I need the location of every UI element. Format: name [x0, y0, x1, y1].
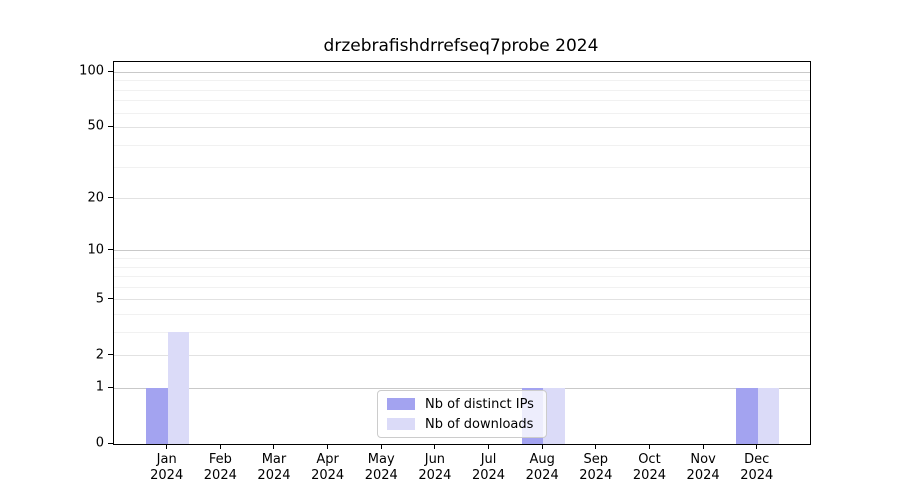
gridline	[114, 100, 810, 102]
year-label: 2024	[686, 468, 720, 483]
legend-entry-downloads: Nb of downloads	[387, 417, 537, 432]
gridline	[114, 112, 810, 114]
y-tick-label: 5	[95, 291, 104, 307]
x-tick-mark	[380, 444, 382, 449]
month-label: Mar	[261, 452, 287, 467]
y-tick-mark	[108, 197, 113, 199]
month-label: Sep	[583, 452, 609, 467]
gridline	[114, 144, 810, 146]
y-tick-label: 50	[87, 118, 104, 134]
month-label: Feb	[208, 452, 232, 467]
x-tick-mark	[541, 444, 543, 449]
year-label: 2024	[364, 468, 398, 483]
gridline	[114, 313, 810, 315]
gridline	[114, 331, 810, 333]
year-label: 2024	[203, 468, 237, 483]
month-label: Oct	[638, 452, 661, 467]
gridline	[114, 266, 810, 268]
y-tick-label: 0	[95, 435, 104, 451]
bar-nb-of-downloads	[543, 388, 565, 444]
gridline	[114, 276, 810, 278]
legend-label-distinct-ips: Nb of distinct IPs	[425, 396, 534, 412]
x-tick-label: Nov 2024	[671, 452, 735, 484]
year-label: 2024	[579, 468, 613, 483]
x-tick-label: Feb 2024	[188, 452, 252, 484]
year-label: 2024	[632, 468, 666, 483]
y-tick-mark	[108, 70, 113, 72]
gridline	[114, 71, 810, 73]
y-tick-mark	[108, 298, 113, 300]
legend-label-downloads: Nb of downloads	[425, 416, 534, 432]
month-label: Jul	[480, 452, 497, 467]
year-label: 2024	[418, 468, 452, 483]
x-tick-label: Apr 2024	[296, 452, 360, 484]
bar-nb-of-distinct-ips	[146, 388, 168, 444]
gridline	[114, 387, 810, 389]
bar-nb-of-distinct-ips	[736, 388, 758, 444]
y-tick-mark	[108, 249, 113, 251]
month-label: Nov	[690, 452, 716, 467]
legend: Nb of distinct IPs Nb of downloads	[377, 390, 547, 438]
x-tick-label: Jun 2024	[403, 452, 467, 484]
x-tick-label: Jan 2024	[135, 452, 199, 484]
month-label: May	[367, 452, 395, 467]
x-tick-mark	[166, 444, 168, 449]
x-tick-label: Dec 2024	[725, 452, 789, 484]
gridline	[114, 258, 810, 260]
x-tick-mark	[756, 444, 758, 449]
y-tick-label: 1	[95, 379, 104, 395]
x-tick-label: Jul 2024	[457, 452, 521, 484]
x-tick-mark	[219, 444, 221, 449]
x-tick-mark	[273, 444, 275, 449]
month-label: Aug	[529, 452, 555, 467]
x-tick-label: Sep 2024	[564, 452, 628, 484]
gridline	[114, 250, 810, 252]
month-label: Jan	[156, 452, 177, 467]
x-tick-mark	[434, 444, 436, 449]
year-label: 2024	[257, 468, 291, 483]
y-tick-label: 20	[87, 190, 104, 206]
y-tick-label: 100	[79, 63, 104, 79]
plot-area	[113, 61, 811, 445]
year-label: 2024	[740, 468, 774, 483]
x-tick-label: Aug 2024	[510, 452, 574, 484]
y-tick-mark	[108, 442, 113, 444]
gridline	[114, 198, 810, 200]
bar-nb-of-downloads	[757, 388, 780, 444]
year-label: 2024	[311, 468, 345, 483]
legend-entry-distinct-ips: Nb of distinct IPs	[387, 397, 537, 412]
x-tick-mark	[702, 444, 704, 449]
x-tick-label: Mar 2024	[242, 452, 306, 484]
y-tick-mark	[108, 354, 113, 356]
legend-swatch-distinct-ips	[387, 398, 415, 410]
gridline	[114, 89, 810, 91]
x-tick-label: May 2024	[349, 452, 413, 484]
gridline	[114, 167, 810, 169]
year-label: 2024	[150, 468, 184, 483]
y-tick-mark	[108, 125, 113, 127]
x-tick-mark	[595, 444, 597, 449]
year-label: 2024	[525, 468, 559, 483]
year-label: 2024	[471, 468, 506, 483]
gridline	[114, 126, 810, 128]
gridline	[114, 355, 810, 357]
y-tick-mark	[108, 386, 113, 388]
x-tick-mark	[327, 444, 329, 449]
month-label: Apr	[316, 452, 339, 467]
y-tick-label: 2	[95, 347, 104, 363]
gridline	[114, 286, 810, 288]
chart-title: drzebrafishdrrefseq7probe 2024	[323, 36, 599, 56]
bar-nb-of-downloads	[167, 332, 190, 444]
month-label: Dec	[744, 452, 770, 467]
legend-swatch-downloads	[387, 418, 415, 430]
x-tick-mark	[648, 444, 650, 449]
y-tick-label: 10	[87, 242, 104, 258]
gridline	[114, 80, 810, 82]
month-label: Jun	[424, 452, 446, 467]
x-tick-mark	[488, 444, 490, 449]
gridline	[114, 299, 810, 301]
x-tick-label: Oct 2024	[617, 452, 681, 484]
